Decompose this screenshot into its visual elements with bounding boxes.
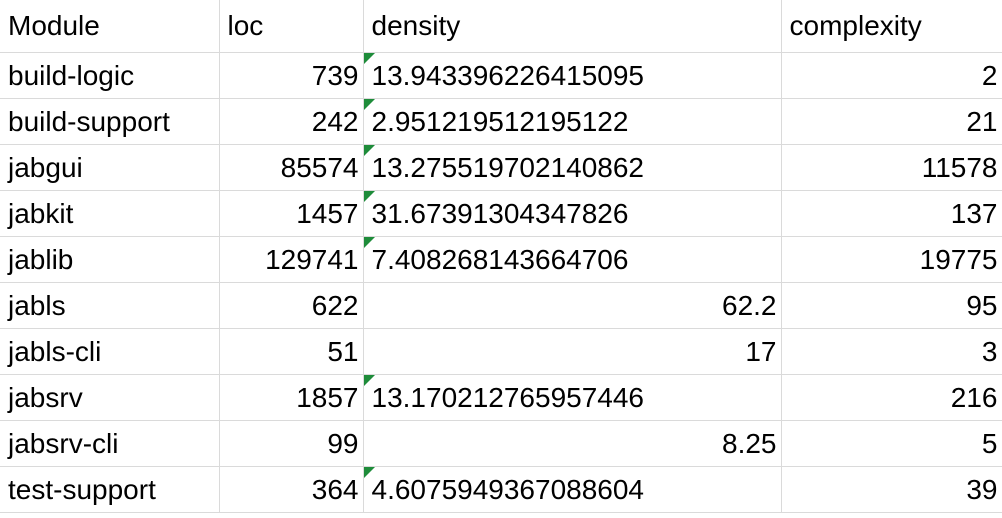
- number-as-text-indicator-icon[interactable]: [363, 237, 375, 248]
- cell-complexity[interactable]: 137: [781, 190, 1002, 237]
- density-value: 4.6075949367088604: [371, 474, 645, 505]
- cell-module[interactable]: test-support: [0, 466, 220, 513]
- cell-module[interactable]: jabls: [0, 282, 220, 329]
- density-value: 8.25: [722, 428, 777, 459]
- header-cell-module[interactable]: Module: [0, 0, 220, 53]
- cell-density[interactable]: 17: [363, 328, 782, 375]
- number-as-text-indicator-icon[interactable]: [363, 375, 375, 386]
- cell-module[interactable]: build-logic: [0, 52, 220, 99]
- density-value: 2.951219512195122: [371, 106, 629, 137]
- cell-loc[interactable]: 364: [219, 466, 364, 513]
- table-row: jabgui 85574 13.275519702140862 11578: [0, 144, 1002, 191]
- cell-loc[interactable]: 129741: [219, 236, 364, 283]
- density-value: 31.67391304347826: [371, 198, 629, 229]
- cell-module[interactable]: jabls-cli: [0, 328, 220, 375]
- table-row: jabls 622 62.2 95: [0, 282, 1002, 329]
- cell-module[interactable]: jabsrv-cli: [0, 420, 220, 467]
- cell-complexity[interactable]: 216: [781, 374, 1002, 421]
- cell-complexity[interactable]: 95: [781, 282, 1002, 329]
- table-row: jabsrv-cli 99 8.25 5: [0, 420, 1002, 467]
- cell-module[interactable]: jabkit: [0, 190, 220, 237]
- density-value: 13.943396226415095: [371, 60, 645, 91]
- cell-density[interactable]: 13.943396226415095: [363, 52, 782, 99]
- cell-complexity[interactable]: 11578: [781, 144, 1002, 191]
- density-value: 17: [745, 336, 777, 367]
- cell-density[interactable]: 4.6075949367088604: [363, 466, 782, 513]
- cell-loc[interactable]: 51: [219, 328, 364, 375]
- table-row: build-logic 739 13.943396226415095 2: [0, 52, 1002, 99]
- header-row: Module loc density complexity: [0, 0, 1002, 53]
- cell-density[interactable]: 13.170212765957446: [363, 374, 782, 421]
- cell-complexity[interactable]: 19775: [781, 236, 1002, 283]
- density-value: 13.275519702140862: [371, 152, 645, 183]
- cell-module[interactable]: jabsrv: [0, 374, 220, 421]
- cell-complexity[interactable]: 21: [781, 98, 1002, 145]
- table-row: jabls-cli 51 17 3: [0, 328, 1002, 375]
- density-value: 7.408268143664706: [371, 244, 629, 275]
- cell-loc[interactable]: 99: [219, 420, 364, 467]
- cell-loc[interactable]: 1857: [219, 374, 364, 421]
- number-as-text-indicator-icon[interactable]: [363, 467, 375, 478]
- cell-density[interactable]: 2.951219512195122: [363, 98, 782, 145]
- density-value: 13.170212765957446: [371, 382, 645, 413]
- cell-complexity[interactable]: 39: [781, 466, 1002, 513]
- cell-complexity[interactable]: 2: [781, 52, 1002, 99]
- cell-complexity[interactable]: 5: [781, 420, 1002, 467]
- table-row: build-support 242 2.951219512195122 21: [0, 98, 1002, 145]
- number-as-text-indicator-icon[interactable]: [363, 99, 375, 110]
- table-row: jabsrv 1857 13.170212765957446 216: [0, 374, 1002, 421]
- cell-loc[interactable]: 622: [219, 282, 364, 329]
- header-cell-complexity[interactable]: complexity: [781, 0, 1002, 53]
- cell-density[interactable]: 13.275519702140862: [363, 144, 782, 191]
- number-as-text-indicator-icon[interactable]: [363, 145, 375, 156]
- cell-loc[interactable]: 1457: [219, 190, 364, 237]
- cell-module[interactable]: build-support: [0, 98, 220, 145]
- cell-density[interactable]: 7.408268143664706: [363, 236, 782, 283]
- cell-module[interactable]: jabgui: [0, 144, 220, 191]
- number-as-text-indicator-icon[interactable]: [363, 191, 375, 202]
- header-cell-density[interactable]: density: [363, 0, 782, 53]
- cell-complexity[interactable]: 3: [781, 328, 1002, 375]
- table-row: jabkit 1457 31.67391304347826 137: [0, 190, 1002, 237]
- table-row: jablib 129741 7.408268143664706 19775: [0, 236, 1002, 283]
- number-as-text-indicator-icon[interactable]: [363, 53, 375, 64]
- cell-density[interactable]: 8.25: [363, 420, 782, 467]
- cell-module[interactable]: jablib: [0, 236, 220, 283]
- header-cell-loc[interactable]: loc: [219, 0, 364, 53]
- cell-density[interactable]: 31.67391304347826: [363, 190, 782, 237]
- cell-density[interactable]: 62.2: [363, 282, 782, 329]
- cell-loc[interactable]: 739: [219, 52, 364, 99]
- table-row: test-support 364 4.6075949367088604 39: [0, 466, 1002, 513]
- cell-loc[interactable]: 242: [219, 98, 364, 145]
- density-value: 62.2: [722, 290, 777, 321]
- cell-loc[interactable]: 85574: [219, 144, 364, 191]
